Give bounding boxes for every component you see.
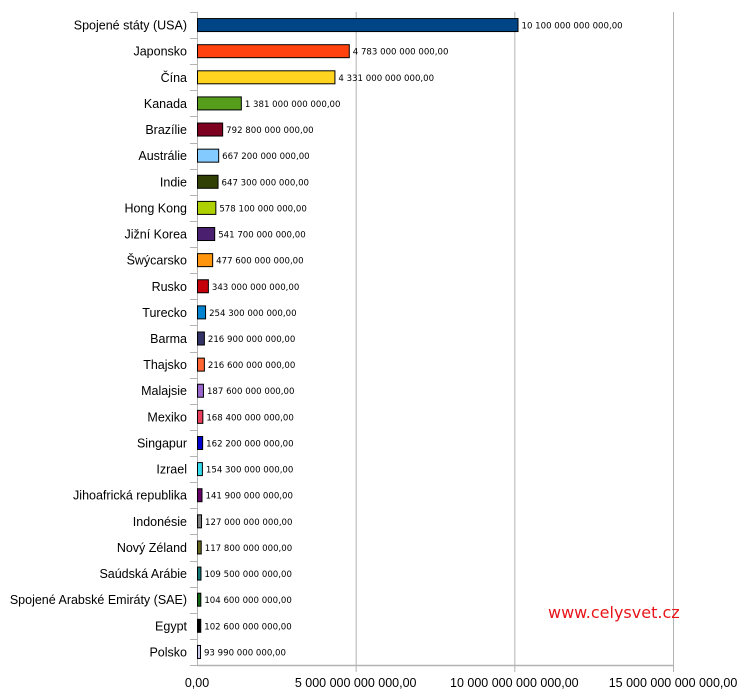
data-label: 216 900 000 000,00 <box>208 335 295 345</box>
category-label: Spojené státy (USA) <box>74 19 187 33</box>
bar <box>197 488 203 503</box>
data-label: 4 331 000 000 000,00 <box>338 74 434 84</box>
data-label: 254 300 000 000,00 <box>209 309 296 319</box>
category-label: Hong Kong <box>124 201 187 215</box>
data-label: 792 800 000 000,00 <box>226 126 313 136</box>
category-label: Nový Zéland <box>117 541 187 555</box>
data-label: 117 800 000 000,00 <box>205 544 292 554</box>
x-tick-label: 15 000 000 000 000,00 <box>609 676 738 690</box>
data-label: 343 000 000 000,00 <box>212 283 299 293</box>
category-label: Polsko <box>149 645 187 659</box>
category-label: Rusko <box>152 280 187 294</box>
bar <box>197 200 217 215</box>
category-label: Singapur <box>137 436 187 450</box>
data-label: 667 200 000 000,00 <box>222 152 309 162</box>
bar <box>197 18 519 33</box>
bar <box>197 44 350 59</box>
bar <box>197 462 203 477</box>
x-tick-label: 5 000 000 000 000,00 <box>295 676 417 690</box>
bar <box>197 70 336 85</box>
bar <box>197 618 202 633</box>
data-label: 578 100 000 000,00 <box>219 204 306 214</box>
bar <box>197 122 224 137</box>
category-label: Izrael <box>156 463 187 477</box>
data-label: 4 783 000 000 000,00 <box>353 48 449 58</box>
data-label: 477 600 000 000,00 <box>216 257 303 267</box>
bar <box>197 305 207 320</box>
data-label: 647 300 000 000,00 <box>222 178 309 188</box>
category-label: Šwýcarsko <box>127 253 187 268</box>
bar <box>197 514 203 529</box>
data-label: 541 700 000 000,00 <box>218 231 305 241</box>
bar <box>197 566 202 581</box>
data-label: 216 600 000 000,00 <box>208 361 295 371</box>
category-label: Jižní Korea <box>124 228 187 242</box>
bar <box>197 148 220 163</box>
bar <box>197 174 219 189</box>
category-label: Indonésie <box>133 515 187 529</box>
bar <box>197 409 204 424</box>
category-label: Austrálie <box>138 149 187 163</box>
watermark: www.celysvet.cz <box>548 603 680 622</box>
data-label: 168 400 000 000,00 <box>206 413 293 423</box>
category-label: Japonsko <box>133 45 187 59</box>
category-label: Indie <box>160 175 187 189</box>
category-label: Thajsko <box>143 358 187 372</box>
category-label: Turecko <box>142 306 187 320</box>
bar <box>197 357 205 372</box>
data-label: 104 600 000 000,00 <box>204 596 291 606</box>
bar <box>197 435 204 450</box>
bar <box>197 253 214 268</box>
category-label: Egypt <box>155 619 187 633</box>
bar <box>197 227 216 242</box>
x-tick-label: 10 000 000 000 000,00 <box>450 676 579 690</box>
data-label: 102 600 000 000,00 <box>204 622 291 632</box>
bar <box>197 331 205 346</box>
bar <box>197 383 204 398</box>
data-label: 1 381 000 000 000,00 <box>245 100 341 110</box>
category-label: Jihoafrická republika <box>73 489 187 503</box>
category-label: Mexiko <box>147 410 187 424</box>
category-label: Brazílie <box>145 123 187 137</box>
data-label: 154 300 000 000,00 <box>206 466 293 476</box>
x-tick-label: 0,00 <box>185 676 209 690</box>
data-label: 127 000 000 000,00 <box>205 518 292 528</box>
category-label: Čína <box>161 70 187 85</box>
bar <box>197 96 242 111</box>
category-label: Kanada <box>144 97 187 111</box>
bar <box>197 540 202 555</box>
bar <box>197 279 209 294</box>
bar <box>197 592 202 607</box>
category-label: Saúdská Arábie <box>99 567 187 581</box>
category-label: Malajsie <box>141 384 187 398</box>
data-label: 10 100 000 000 000,00 <box>522 22 623 32</box>
data-label: 187 600 000 000,00 <box>207 387 294 397</box>
bar <box>197 644 201 659</box>
data-label: 162 200 000 000,00 <box>206 439 293 449</box>
category-label: Barma <box>150 332 187 346</box>
category-label: Spojené Arabské Emiráty (SAE) <box>10 593 187 607</box>
data-label: 141 900 000 000,00 <box>206 492 293 502</box>
data-label: 109 500 000 000,00 <box>204 570 291 580</box>
data-label: 93 990 000 000,00 <box>204 648 286 658</box>
